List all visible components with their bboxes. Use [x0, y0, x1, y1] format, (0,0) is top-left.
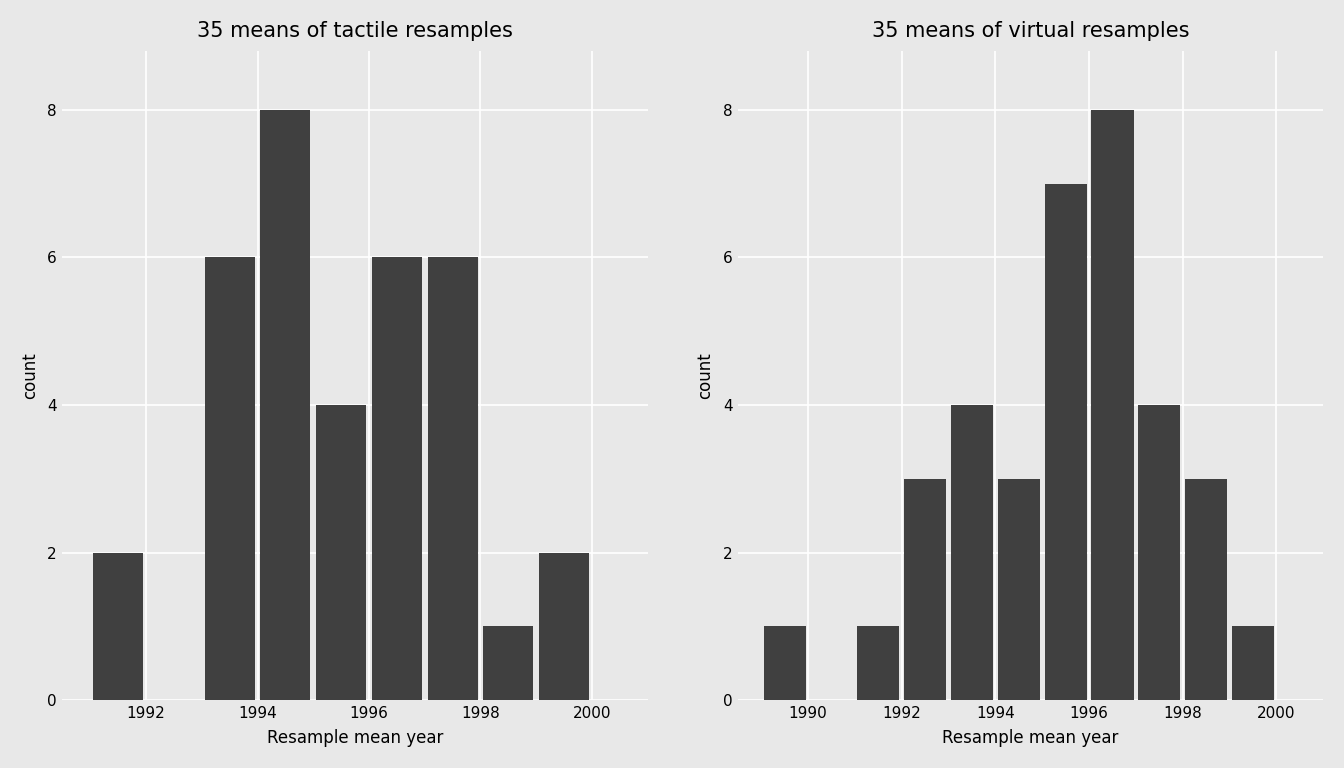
Y-axis label: count: count: [22, 352, 39, 399]
Bar: [1044, 184, 1087, 700]
Bar: [204, 257, 255, 700]
Bar: [261, 110, 310, 700]
X-axis label: Resample mean year: Resample mean year: [267, 729, 444, 747]
Title: 35 means of virtual resamples: 35 means of virtual resamples: [872, 21, 1189, 41]
Y-axis label: count: count: [696, 352, 714, 399]
Bar: [1091, 110, 1133, 700]
Bar: [1232, 627, 1274, 700]
Bar: [427, 257, 477, 700]
Bar: [484, 627, 534, 700]
Bar: [763, 627, 806, 700]
Title: 35 means of tactile resamples: 35 means of tactile resamples: [198, 21, 513, 41]
Bar: [372, 257, 422, 700]
Bar: [1138, 405, 1180, 700]
Bar: [905, 478, 946, 700]
Bar: [539, 553, 589, 700]
Bar: [857, 627, 899, 700]
Bar: [93, 553, 144, 700]
Bar: [316, 405, 366, 700]
Bar: [997, 478, 1040, 700]
Bar: [1185, 478, 1227, 700]
X-axis label: Resample mean year: Resample mean year: [942, 729, 1118, 747]
Bar: [952, 405, 993, 700]
